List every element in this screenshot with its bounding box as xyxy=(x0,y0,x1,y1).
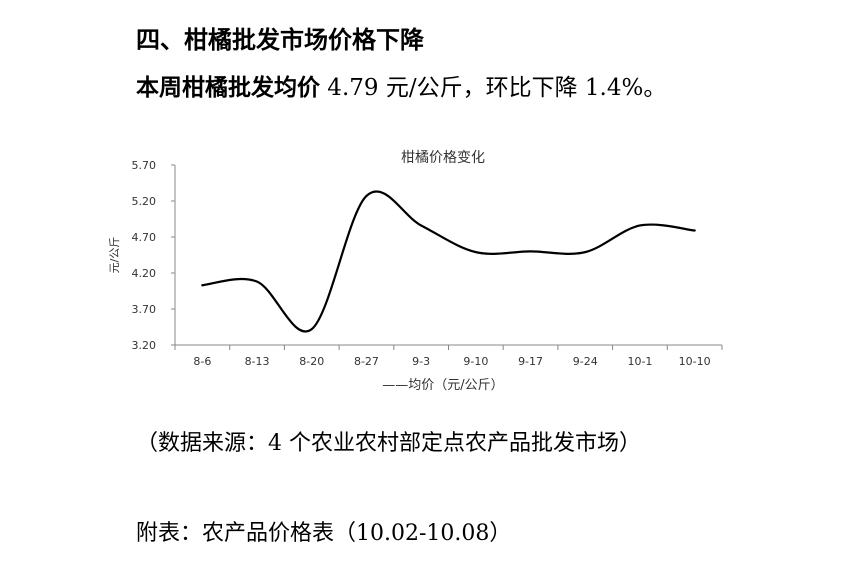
y-tick-label: 4.70 xyxy=(132,231,157,244)
appendix-title: 附表：农产品价格表（10.02-10.08） xyxy=(136,521,512,546)
x-tick-label: 8-13 xyxy=(245,355,270,368)
section-heading: 四、柑橘批发市场价格下降 xyxy=(136,26,424,54)
data-point-9-10 xyxy=(474,251,477,254)
y-tick-label: 3.70 xyxy=(132,303,157,316)
x-tick-label: 9-3 xyxy=(412,355,430,368)
price-summary: 本周柑橘批发均价 4.79 元/公斤，环比下降 1.4%。 xyxy=(136,72,666,104)
y-tick-label: 4.20 xyxy=(132,267,157,280)
data-source-note: （数据来源：4 个农业农村部定点农产品批发市场） xyxy=(136,431,641,456)
y-tick-label: 5.20 xyxy=(132,195,157,208)
data-point-9-3 xyxy=(420,224,423,227)
summary-detail: 4.79 元/公斤，环比下降 1.4%。 xyxy=(320,75,667,101)
y-axis-ticks: 3.20 3.70 4.20 4.70 5.20 5.70 xyxy=(132,159,175,352)
x-tick-label: 9-10 xyxy=(463,355,488,368)
data-point-9-17 xyxy=(529,250,532,253)
citrus-price-chart: 柑橘价格变化 3.203.704.204.705.205.70 8-6 8-13 8… xyxy=(108,150,723,393)
y-axis-label: 元/公斤 xyxy=(108,237,121,274)
average-price-line xyxy=(201,190,696,333)
data-point-8-6 xyxy=(201,284,204,287)
x-tick-label: 10-1 xyxy=(627,355,652,368)
x-tick-label: 8-6 xyxy=(193,355,211,368)
x-tick-label: 9-17 xyxy=(518,355,543,368)
x-tick-label: 8-27 xyxy=(354,355,379,368)
x-tick-label: 9-24 xyxy=(573,355,598,368)
data-point-10-1 xyxy=(638,224,641,227)
y-tick-label: 3.20 xyxy=(132,339,157,352)
chart-title: 柑橘价格变化 xyxy=(401,150,485,166)
data-point-8-20 xyxy=(310,328,313,331)
x-tick-label: 10-10 xyxy=(679,355,711,368)
data-point-8-27 xyxy=(365,194,368,197)
x-tick-label: 8-20 xyxy=(299,355,324,368)
series-points xyxy=(201,194,696,331)
summary-lead: 本周柑橘批发均价 xyxy=(136,75,320,101)
x-axis-ticks: 8-6 8-13 8-20 8-27 9-3 9-10 9-17 9-24 10-1 10-10 xyxy=(174,345,723,368)
legend-label: ——均价（元/公斤） xyxy=(382,378,503,393)
y-tick-label: 5.70 xyxy=(132,159,157,172)
data-point-9-24 xyxy=(584,251,587,254)
data-point-10-10 xyxy=(693,229,696,232)
data-point-8-13 xyxy=(256,280,259,283)
